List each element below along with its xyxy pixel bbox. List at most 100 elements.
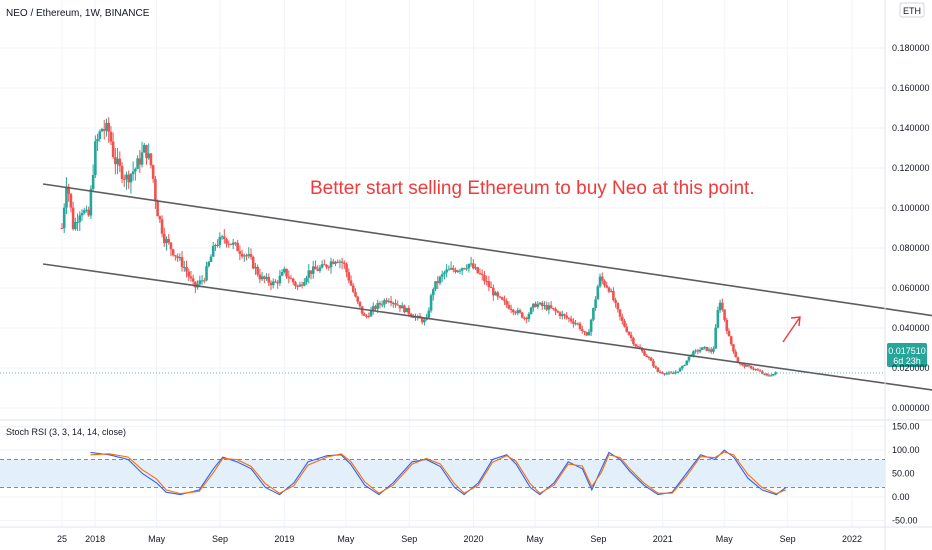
time-axis-label: 2022 (842, 534, 862, 544)
candle-body (576, 323, 580, 325)
candle-body (340, 261, 344, 263)
candle-body (111, 141, 115, 158)
candle-body (523, 317, 526, 319)
channel-line-lower[interactable] (42, 263, 932, 398)
candle-body (465, 268, 468, 270)
price-axis-label: 0.140000 (892, 123, 930, 133)
candle-body (512, 310, 515, 313)
candle-body (351, 285, 355, 292)
candle-body (440, 274, 444, 277)
candle-body (703, 346, 706, 348)
candle-body (480, 273, 484, 275)
candle-body (565, 315, 569, 318)
candle-body (191, 278, 195, 282)
candle-body (376, 303, 380, 309)
channel-line-upper[interactable] (42, 183, 932, 324)
symbol-title: NEO / Ethereum, 1W, BINANCE (6, 8, 150, 19)
candle-body (532, 303, 535, 308)
candle-body (476, 267, 480, 273)
candle-body (105, 122, 108, 131)
candle-body (765, 373, 769, 376)
candle-body (67, 186, 70, 194)
candle-body (609, 290, 613, 292)
candle-body (194, 281, 197, 288)
candle-body (661, 372, 664, 374)
candle-body (547, 305, 551, 310)
candle-body (154, 178, 157, 202)
candle-body (727, 330, 731, 337)
candle-body (369, 310, 373, 317)
candle-body (678, 368, 682, 372)
candle-body (243, 255, 246, 257)
candle-body (158, 216, 162, 220)
candle-body (663, 373, 666, 375)
price-axis-label: 0.120000 (892, 163, 930, 173)
candle-body (82, 210, 86, 214)
candle-body (283, 268, 286, 272)
candle-body (587, 331, 591, 336)
candle-body (769, 375, 773, 377)
candle-body (676, 371, 680, 373)
annotation-text[interactable]: Better start selling Ethereum to buy Neo… (310, 178, 755, 199)
candle-body (687, 356, 691, 361)
candle-body (71, 207, 75, 230)
candle-body (503, 299, 506, 301)
candle-body (320, 264, 324, 268)
candle-body (603, 280, 606, 286)
candle-body (745, 365, 749, 367)
price-panel (0, 117, 932, 398)
candle-body (331, 261, 335, 264)
candle-body (701, 347, 704, 350)
candle-body (285, 268, 288, 277)
candle-body (78, 215, 82, 223)
currency-box[interactable] (899, 2, 925, 18)
candle-body (636, 346, 640, 348)
candle-body (438, 276, 442, 284)
candle-body (294, 282, 297, 286)
candle-body (756, 369, 760, 371)
time-axis[interactable]: 25 2018 May Sep 2019 May Sep 2020 May Sep 2021 May S… (57, 534, 862, 544)
candle-body (409, 313, 413, 317)
candle-body (198, 280, 202, 285)
candle-body (202, 280, 206, 282)
candle-body (736, 357, 740, 363)
candle-body (374, 306, 377, 309)
candle-body (98, 131, 102, 139)
candle-body (389, 300, 393, 304)
candle-body (391, 303, 395, 305)
candle-body (69, 193, 73, 208)
candle-body (80, 213, 84, 216)
candle-body (567, 317, 571, 319)
price-axis[interactable]: 0.180000 0.160000 0.140000 0.120000 0.100000… (892, 43, 930, 525)
candle-body (394, 303, 397, 305)
candle-body (405, 307, 408, 313)
candle-body (129, 173, 133, 183)
candle-body (371, 306, 375, 311)
stoch-rsi-panel (0, 449, 885, 496)
candle-body (200, 280, 204, 282)
candle-body (640, 349, 644, 352)
time-axis-label: May (527, 534, 545, 544)
candle-body (643, 351, 646, 356)
red-up-right-arrow[interactable] (782, 316, 801, 343)
candle-body (174, 255, 177, 257)
candle-body (449, 267, 453, 270)
candle-body (165, 239, 168, 244)
price-axis-label: 0.060000 (892, 283, 930, 293)
candle-body (578, 323, 582, 330)
candle-body (732, 344, 735, 352)
candle-body (311, 266, 315, 274)
candle-body (592, 307, 595, 320)
candle-body (716, 310, 720, 328)
candle-body (489, 287, 493, 289)
candle-body (274, 281, 277, 283)
candle-body (109, 131, 113, 142)
candle-body (554, 308, 557, 312)
candle-body (723, 309, 726, 320)
candle-body (134, 168, 137, 172)
candle-body (140, 152, 144, 165)
candle-body (316, 269, 319, 271)
candle-body (669, 372, 673, 374)
candle-body (589, 319, 593, 332)
